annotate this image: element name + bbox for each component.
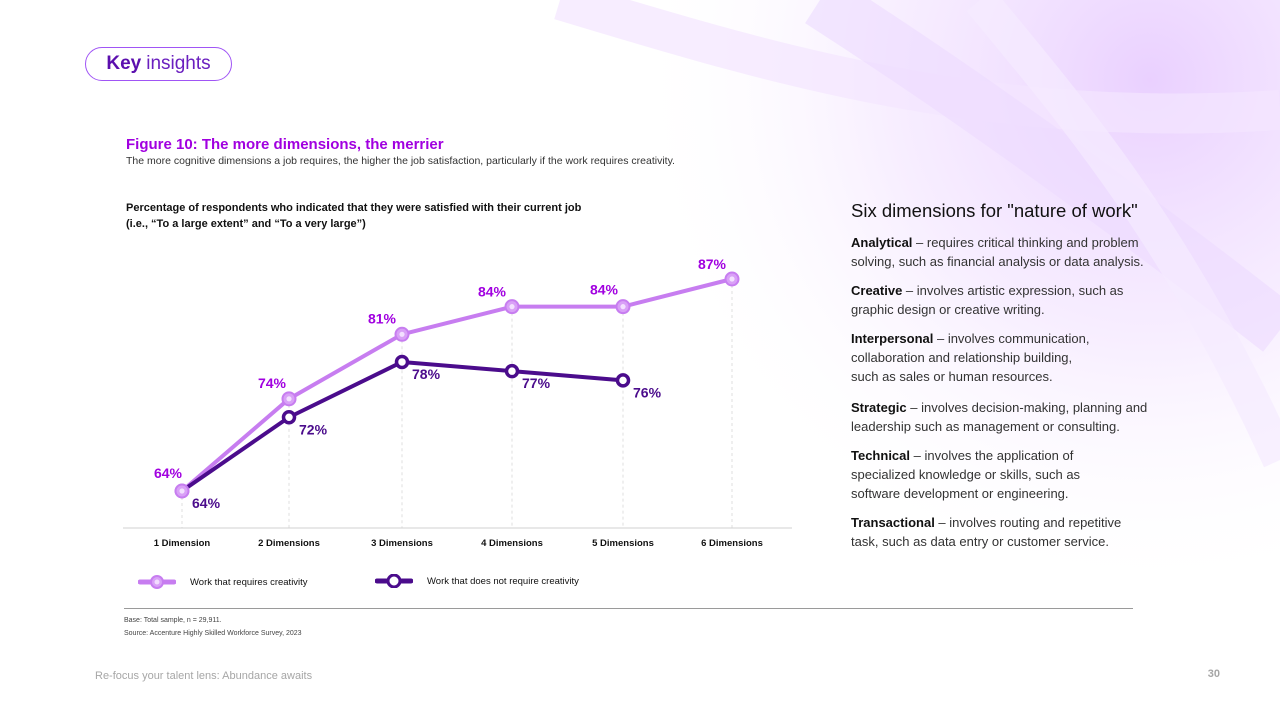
dimensions-heading: Six dimensions for "nature of work" bbox=[851, 200, 1138, 221]
data-point-no-creativity bbox=[504, 363, 520, 379]
base-note: Base: Total sample, n = 29,911. bbox=[124, 617, 222, 624]
figure-title: Figure 10: The more dimensions, the merr… bbox=[126, 136, 444, 153]
dimension-name: Technical bbox=[851, 448, 911, 463]
data-point-no-creativity bbox=[615, 373, 631, 388]
data-point-highlight bbox=[509, 304, 515, 310]
legend-swatch-dark bbox=[375, 574, 413, 588]
legend-item-no-creativity: Work that does not require creativity bbox=[375, 574, 579, 588]
data-label-creativity: 84% bbox=[478, 284, 507, 300]
data-label-creativity: 81% bbox=[368, 310, 397, 326]
legend-label-creativity: Work that requires creativity bbox=[190, 576, 308, 588]
data-label-creativity: 74% bbox=[258, 375, 287, 391]
dimension-desc: – involves artistic expression, such as … bbox=[851, 283, 1124, 317]
data-label-creativity: 84% bbox=[590, 282, 619, 298]
badge-text: insights bbox=[146, 53, 211, 74]
dimension-name: Transactional bbox=[851, 515, 935, 530]
x-tick-label: 5 Dimensions bbox=[592, 538, 654, 549]
data-point-highlight bbox=[399, 331, 405, 337]
dimension-creative: Creative – involves artistic expression,… bbox=[851, 281, 1156, 319]
dimension-desc: – requires critical thinking and problem… bbox=[851, 235, 1144, 269]
data-label-no-creativity: 77% bbox=[522, 375, 551, 391]
data-label-creativity: 64% bbox=[154, 465, 183, 481]
dimension-interpersonal: Interpersonal – involves communication, … bbox=[851, 329, 1096, 386]
dimension-technical: Technical – involves the application of … bbox=[851, 446, 1096, 503]
data-point-highlight bbox=[179, 488, 185, 494]
data-point-no-creativity bbox=[394, 354, 410, 370]
chart-question-line2: (i.e., “To a large extent” and “To a ver… bbox=[126, 218, 366, 230]
dimension-analytical: Analytical – requires critical thinking … bbox=[851, 233, 1156, 271]
data-point-no-creativity bbox=[281, 410, 297, 425]
dimension-name: Strategic bbox=[851, 400, 907, 415]
dimension-transactional: Transactional – involves routing and rep… bbox=[851, 513, 1131, 551]
data-label-no-creativity: 78% bbox=[412, 366, 441, 382]
data-point-highlight bbox=[286, 396, 292, 402]
dimension-desc: – involves the application of specialize… bbox=[851, 448, 1081, 501]
data-point-highlight bbox=[620, 304, 626, 310]
legend-swatch-light bbox=[138, 575, 176, 589]
x-tick-label: 6 Dimensions bbox=[701, 538, 763, 549]
dimension-name: Creative bbox=[851, 283, 903, 298]
figure-subtitle: The more cognitive dimensions a job requ… bbox=[126, 155, 675, 167]
dimension-strategic: Strategic – involves decision-making, pl… bbox=[851, 398, 1156, 436]
source-note: Source: Accenture Highly Skilled Workfor… bbox=[124, 630, 302, 637]
dimension-desc: – involves communication, collaboration … bbox=[851, 331, 1090, 384]
data-label-no-creativity: 72% bbox=[299, 421, 328, 437]
series-line-creativity bbox=[180, 277, 734, 493]
x-tick-label: 4 Dimensions bbox=[481, 538, 543, 549]
x-tick-label: 3 Dimensions bbox=[371, 538, 433, 549]
series-line-no-creativity bbox=[180, 359, 625, 493]
legend-label-no-creativity: Work that does not require creativity bbox=[427, 575, 579, 587]
dimension-desc: – involves routing and repetitive task, … bbox=[851, 515, 1122, 549]
key-insights-badge: Key insights bbox=[85, 47, 232, 81]
dimension-name: Interpersonal bbox=[851, 331, 934, 346]
page-number: 30 bbox=[1207, 668, 1220, 680]
dimension-desc: – involves decision-making, planning and… bbox=[851, 400, 1148, 434]
data-label-no-creativity: 76% bbox=[633, 384, 662, 400]
x-tick-label: 2 Dimensions bbox=[258, 538, 320, 549]
chart-question-line1: Percentage of respondents who indicated … bbox=[126, 202, 582, 214]
data-label-no-creativity: 64% bbox=[192, 495, 221, 511]
data-label-creativity: 87% bbox=[698, 256, 727, 272]
data-point-highlight bbox=[729, 276, 735, 282]
dimension-name: Analytical bbox=[851, 235, 913, 250]
legend-item-creativity: Work that requires creativity bbox=[138, 575, 308, 589]
x-tick-label: 1 Dimension bbox=[154, 538, 211, 549]
footer-title: Re-focus your talent lens: Abundance awa… bbox=[95, 670, 313, 682]
badge-bold: Key bbox=[106, 53, 142, 74]
chart-question: Percentage of respondents who indicated … bbox=[126, 200, 581, 232]
divider bbox=[124, 608, 1133, 609]
